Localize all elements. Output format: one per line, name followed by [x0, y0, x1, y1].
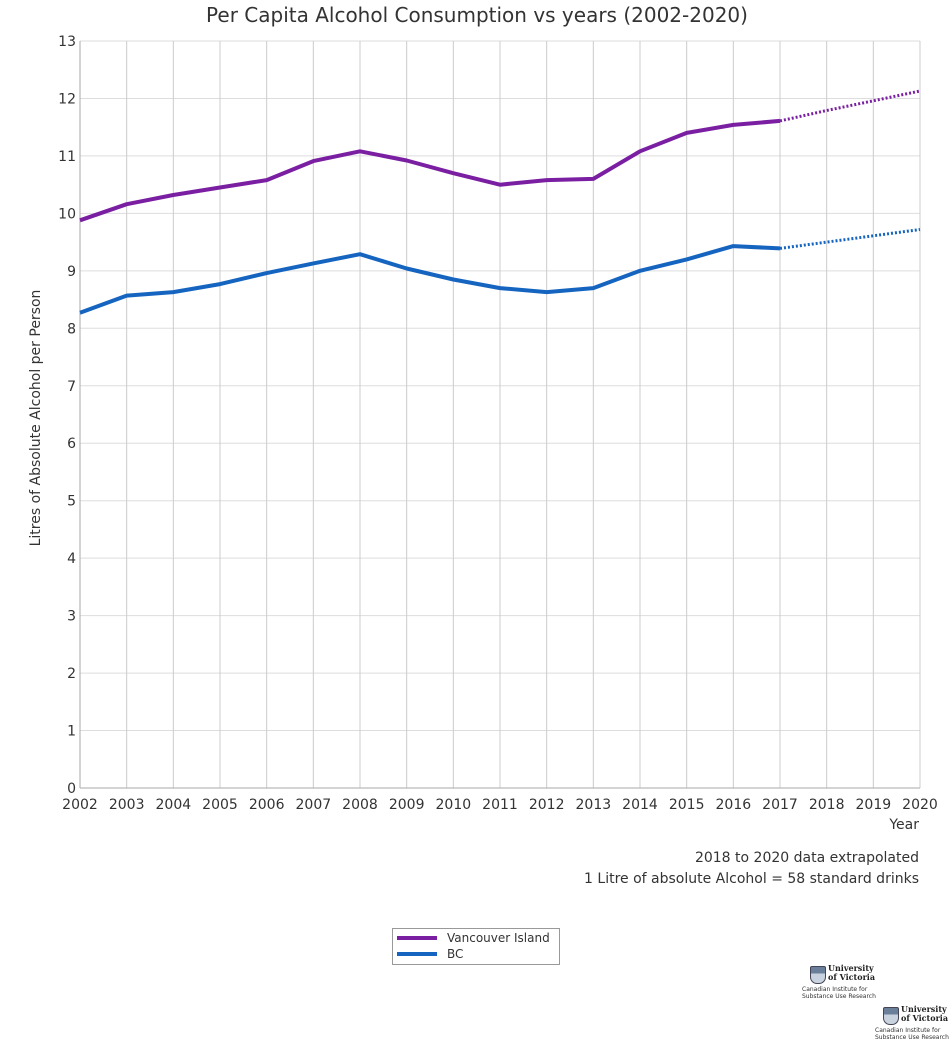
legend-swatch-vancouver-island — [397, 936, 437, 940]
legend: Vancouver Island BC — [392, 928, 560, 965]
x-tick-label: 2016 — [716, 797, 752, 813]
series-extrapolated-bc — [779, 228, 921, 250]
series-extrapolated-vancouver-island — [779, 89, 921, 123]
x-tick-label: 2015 — [669, 797, 705, 813]
x-tick-label: 2018 — [809, 797, 845, 813]
x-tick-label: 2006 — [249, 797, 285, 813]
legend-label-bc: BC — [447, 947, 464, 961]
logo-university-name: University of Victoria — [828, 963, 876, 982]
legend-label-vancouver-island: Vancouver Island — [447, 931, 550, 945]
y-tick-label: 4 — [67, 551, 76, 567]
y-tick-label: 11 — [58, 149, 76, 165]
x-tick-label: 2012 — [529, 797, 565, 813]
university-crest-icon — [810, 966, 826, 984]
series-line-vancouver-island — [79, 118, 781, 223]
x-tick-label: 2008 — [342, 797, 378, 813]
y-tick-label: 9 — [67, 264, 76, 280]
x-tick-label: 2005 — [202, 797, 238, 813]
series-lines — [79, 89, 921, 315]
y-tick-label: 6 — [67, 436, 76, 452]
x-tick-label: 2020 — [902, 797, 938, 813]
x-axis-label: Year — [888, 817, 919, 833]
y-tick-label: 2 — [67, 666, 76, 682]
y-tick-label: 13 — [58, 34, 76, 50]
x-tick-label: 2004 — [156, 797, 192, 813]
x-tick-label: 2011 — [482, 797, 518, 813]
x-tick-label: 2017 — [762, 797, 798, 813]
x-tick-label: 2009 — [389, 797, 425, 813]
x-tick-label: 2003 — [109, 797, 145, 813]
y-tick-label: 0 — [67, 781, 76, 797]
y-axis-label: Litres of Absolute Alcohol per Person — [28, 290, 44, 547]
y-tick-label: 5 — [67, 494, 76, 510]
logo-university-name: University of Victoria — [901, 1004, 949, 1023]
uvic-cisur-logo-secondary: University of Victoria Canadian Institute… — [875, 1005, 950, 1045]
y-tick-label: 3 — [67, 609, 76, 625]
legend-item-vancouver-island: Vancouver Island — [397, 930, 550, 946]
x-tick-label: 2013 — [576, 797, 612, 813]
x-tick-label: 2002 — [62, 797, 98, 813]
uvic-cisur-logo: University of Victoria Canadian Institute… — [802, 964, 882, 1004]
logo-institute-name: Canadian Institute for Substance Use Rese… — [802, 986, 876, 1000]
x-tick-label: 2007 — [296, 797, 332, 813]
series-line-bc — [79, 244, 781, 315]
university-crest-icon — [883, 1007, 899, 1025]
y-tick-label: 7 — [67, 379, 76, 395]
legend-swatch-bc — [397, 952, 437, 956]
y-tick-label: 8 — [67, 321, 76, 337]
chart-title: Per Capita Alcohol Consumption vs years … — [206, 3, 748, 27]
grid — [79, 40, 921, 789]
extrapolation-note: 2018 to 2020 data extrapolated — [695, 850, 919, 866]
x-tick-label: 2010 — [436, 797, 472, 813]
x-tick-label: 2019 — [856, 797, 892, 813]
logo-institute-name: Canadian Institute for Substance Use Rese… — [875, 1027, 949, 1041]
legend-item-bc: BC — [397, 946, 463, 962]
standard-drinks-note: 1 Litre of absolute Alcohol = 58 standar… — [584, 871, 919, 887]
x-tick-label: 2014 — [622, 797, 658, 813]
x-axis-ticks: 2002 2003 2004 2005 2006 2007 2008 2009 2010 2011… — [62, 797, 938, 813]
y-tick-label: 12 — [58, 91, 76, 107]
y-tick-label: 1 — [67, 724, 76, 740]
y-tick-label: 10 — [58, 206, 76, 222]
